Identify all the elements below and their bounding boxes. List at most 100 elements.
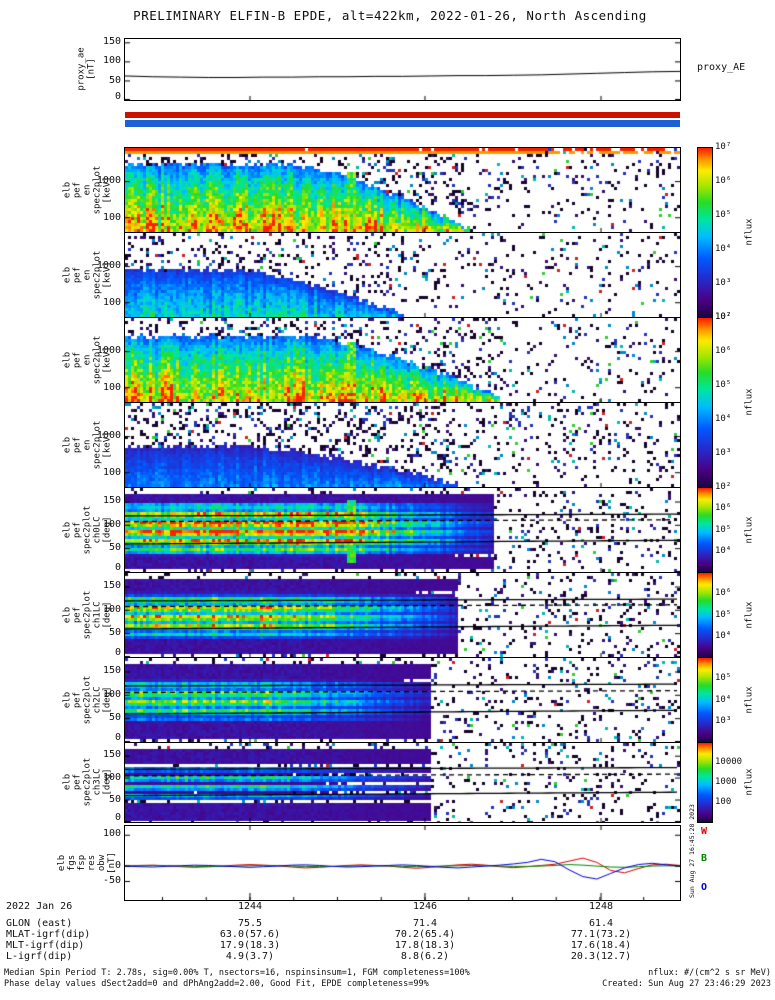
y-tick-label: 1000 xyxy=(96,345,121,356)
colorbar-tick-label: 10³ xyxy=(715,448,732,458)
panel-ch1lc-canvas xyxy=(125,573,680,657)
panel-ylabel: elb pef en spec2plot [keV] xyxy=(52,232,122,317)
panel-ylabel-text: elb pef en spec2plot [keV] xyxy=(62,335,112,384)
panel-ch0lc-canvas xyxy=(125,488,680,572)
colorbar-canvas xyxy=(698,318,712,487)
panel-ylabel: elb pef en spec2plot [keV] xyxy=(52,147,122,232)
ephem-row-label-l: L-igrf(dip) xyxy=(6,951,73,962)
ephem-value: 70.2(65.4) xyxy=(394,929,456,940)
colorbar xyxy=(697,657,713,743)
panel-en-spec-d-canvas xyxy=(125,403,680,487)
colorbar-canvas xyxy=(698,148,712,317)
colorbar-tick-label: 10⁵ xyxy=(715,673,732,683)
colorbar-tick-label: 10⁴ xyxy=(715,244,732,254)
panel-en-spec-b xyxy=(124,232,681,318)
ephem-value: 77.1(73.2) xyxy=(570,929,632,940)
colorbar-canvas xyxy=(698,658,712,742)
colorbar-title-text: nflux xyxy=(745,768,755,796)
ephem-value: 17.9(18.3) xyxy=(219,940,281,951)
colorbar xyxy=(697,742,713,823)
colorbar-tick-label: 10⁵ xyxy=(715,210,732,220)
panel-en-spec-c-canvas xyxy=(125,318,680,402)
colorbar-tick-label: 10² xyxy=(715,482,732,492)
panel-ylabel: elb pef spec2plot ch2LC [deg] xyxy=(52,657,122,742)
footer-line-1: Median Spin Period T: 2.78s, sig=0.00% T… xyxy=(4,968,470,978)
legend-b: B xyxy=(701,853,708,864)
panel-en-spec-a xyxy=(124,147,681,233)
colorbar-title: nflux xyxy=(742,657,758,742)
x-tick-label-1244: 1244 xyxy=(237,901,263,912)
colorbar-tick-label: 1000 xyxy=(715,777,737,787)
colorbar-title: nflux xyxy=(742,147,758,317)
colorbar xyxy=(697,317,713,488)
y-tick-label: 0 xyxy=(114,732,121,743)
panel-ch2lc-canvas xyxy=(125,658,680,742)
y-tick-label: 50 xyxy=(108,627,121,638)
ephem-value: 75.5 xyxy=(237,918,263,929)
panel-proxy-ae-canvas xyxy=(125,39,680,100)
footer-line-2: Phase delay values dSect2add=0 and dPhAn… xyxy=(4,979,429,989)
panel-en-spec-b-canvas xyxy=(125,233,680,317)
colorbar-title-text: nflux xyxy=(745,685,755,714)
colorbar-canvas xyxy=(698,573,712,657)
y-tick-label: 1000 xyxy=(96,430,121,441)
colorbar-tick-label: 10² xyxy=(715,312,732,322)
y-tick-label: 50 xyxy=(108,75,121,86)
panel-ylabel-text: elb pef spec2plot ch0LC [deg] xyxy=(62,505,112,554)
colorbar xyxy=(697,147,713,318)
colorbar-tick-label: 10⁶ xyxy=(715,176,732,186)
panel-ylabel-text: elb pef spec2plot ch3LC [deg] xyxy=(62,757,112,807)
panel-obw xyxy=(124,825,681,901)
colorbar-title-text: nflux xyxy=(745,388,755,416)
x-tick-label-1246: 1246 xyxy=(412,901,438,912)
legend-w: W xyxy=(701,826,708,837)
plot-title: PRELIMINARY ELFIN-B EPDE, alt=422km, 202… xyxy=(133,8,647,23)
y-tick-label: 0 xyxy=(114,91,121,102)
y-tick-label: 0 xyxy=(114,860,121,871)
colorbar-tick-label: 10⁴ xyxy=(715,414,732,424)
y-tick-label: 100 xyxy=(102,519,121,530)
footer-units: nflux: #/(cm^2 s sr MeV) xyxy=(648,968,771,978)
ephem-value: 20.3(12.7) xyxy=(570,951,632,962)
colorbar-tick-label: 100 xyxy=(715,797,732,807)
colorbar-tick-label: 10⁶ xyxy=(715,588,732,598)
panel-ch1lc xyxy=(124,572,681,658)
panel-ylabel-text: elb pef en spec2plot [keV] xyxy=(62,420,112,469)
colorbar xyxy=(697,572,713,658)
x-axis-date-label: 2022 Jan 26 xyxy=(6,901,73,912)
colorbar-tick-label: 10⁵ xyxy=(715,380,732,390)
colorbar-tick-label: 10⁵ xyxy=(715,525,732,535)
ephem-value: 63.0(57.6) xyxy=(219,929,281,940)
ephem-value: 17.6(18.4) xyxy=(570,940,632,951)
y-tick-label: 100 xyxy=(102,689,121,700)
ephem-value: 4.9(3.7) xyxy=(225,951,275,962)
y-tick-label: 50 xyxy=(108,712,121,723)
colorbar-tick-label: 10000 xyxy=(715,757,743,767)
y-tick-label: 150 xyxy=(102,665,121,676)
y-tick-label: 100 xyxy=(102,297,121,308)
ephem-value: 71.4 xyxy=(412,918,438,929)
y-tick-label: 1000 xyxy=(96,175,121,186)
x-tick-label-1248: 1248 xyxy=(588,901,614,912)
colorbar-tick-label: 10³ xyxy=(715,716,732,726)
panel-ylabel: elb pef en spec2plot [keV] xyxy=(52,317,122,402)
colorbar-title-text: nflux xyxy=(745,515,755,544)
y-tick-label: 100 xyxy=(102,212,121,223)
y-tick-label: 0 xyxy=(114,812,121,823)
y-tick-label: 100 xyxy=(102,772,121,783)
colorbar-title: nflux xyxy=(742,487,758,572)
legend-o: O xyxy=(701,882,708,893)
footer-created: Created: Sun Aug 27 23:46:29 2023 xyxy=(602,979,771,989)
colorbar-canvas xyxy=(698,488,712,572)
ephem-row-label-glon: GLON (east) xyxy=(6,918,73,929)
panel-ylabel-text: elb pef en spec2plot [keV] xyxy=(62,250,112,299)
colorbar xyxy=(697,487,713,573)
ephem-row-label-mlat: MLAT-igrf(dip) xyxy=(6,929,91,940)
y-tick-label: 100 xyxy=(102,382,121,393)
colorbar-tick-label: 10⁴ xyxy=(715,631,732,641)
panel-en-spec-c xyxy=(124,317,681,403)
panel-ylabel-text: elb pef en spec2plot [keV] xyxy=(62,165,112,214)
y-tick-label: 0 xyxy=(114,647,121,658)
colorbar-tick-label: 10⁷ xyxy=(715,142,732,152)
panel-ylabel-text: elb pef spec2plot ch2LC [deg] xyxy=(62,675,112,724)
